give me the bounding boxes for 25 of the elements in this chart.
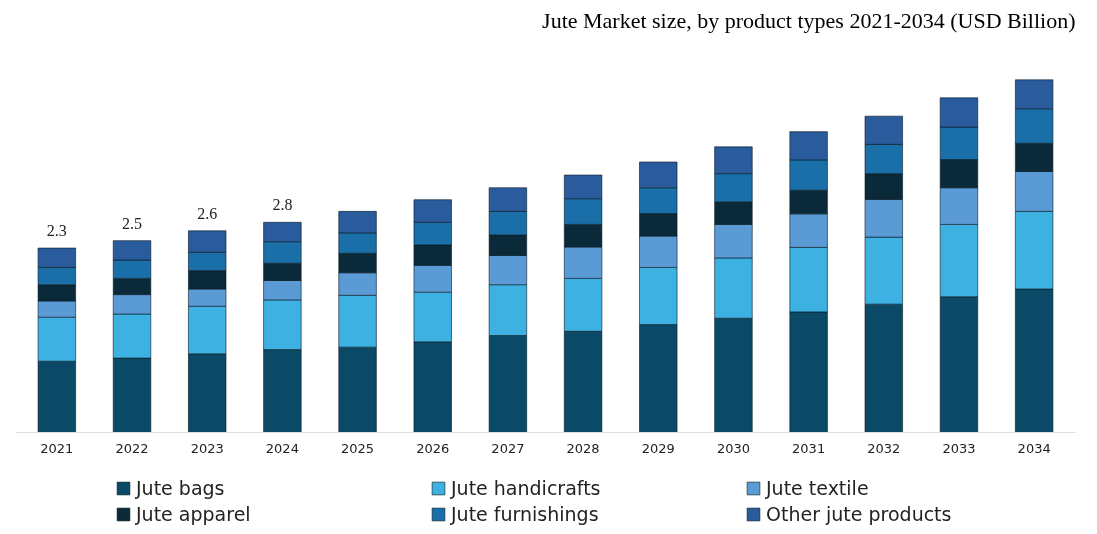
- x-tick-label: 2024: [265, 440, 299, 456]
- annotation: 2.3: [46, 222, 67, 240]
- annotation: 2.6: [197, 204, 218, 222]
- x-tick-label: 2032: [867, 440, 901, 456]
- annotation: 2.8: [272, 196, 293, 214]
- x-tick-label: 2029: [641, 440, 675, 456]
- annotation: 2.5: [122, 214, 143, 232]
- x-tick-label: 2021: [40, 440, 74, 456]
- legend-label: Jute textile: [766, 477, 870, 499]
- legend-label: Jute handicrafts: [451, 477, 602, 499]
- x-tick-label: 2028: [566, 440, 600, 456]
- x-tick-label: 2025: [341, 440, 375, 456]
- x-tick-label: 2026: [416, 440, 450, 456]
- legend-label: Other jute products: [766, 503, 953, 525]
- x-tick-label: 2031: [792, 440, 826, 456]
- legend-label: Jute furnishings: [451, 503, 600, 525]
- x-tick-label: 2027: [491, 440, 525, 456]
- legend-label: Jute apparel: [136, 503, 252, 525]
- legend-label: Jute bags: [136, 477, 226, 499]
- x-tick-label: 2030: [716, 440, 750, 456]
- x-tick-label: 2022: [115, 440, 149, 456]
- x-tick-label: 2023: [190, 440, 224, 456]
- x-tick-label: 2034: [1017, 440, 1051, 456]
- chart-title: Jute Market size, by product types 2021-2034 (USD Billion): [542, 7, 1076, 33]
- x-tick-label: 2033: [942, 440, 976, 456]
